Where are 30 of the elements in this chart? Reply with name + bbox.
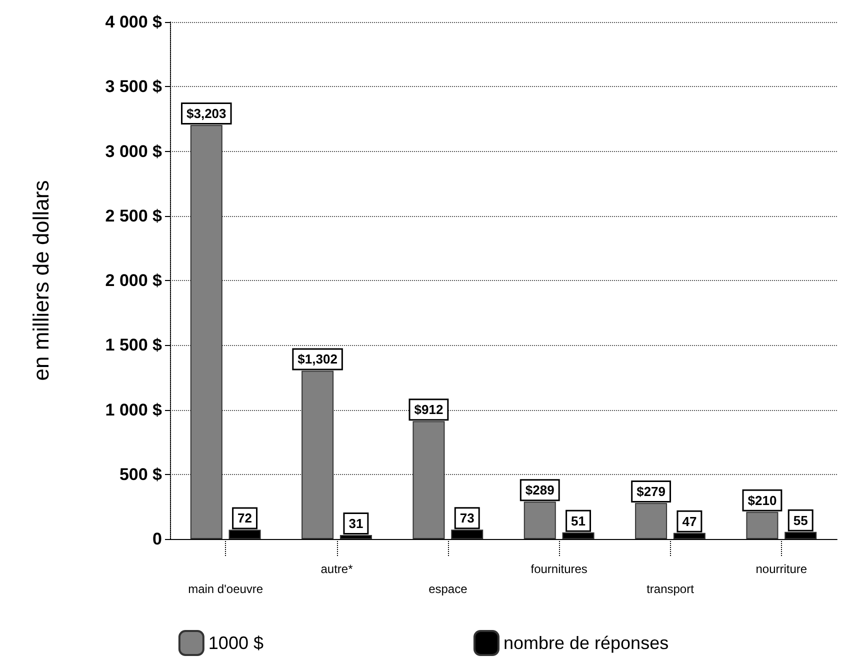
y-tick-label: 0 [152,530,162,548]
data-label: $289 [525,482,554,498]
data-label: $912 [414,402,444,418]
y-axis-title: en milliers de dollars [28,180,54,381]
y-tick-label: 2 500 $ [105,206,163,226]
data-label: 73 [460,510,474,526]
y-tick-label: 3 000 $ [105,142,163,161]
data-label: $210 [748,492,777,508]
x-tick-label: main d'oeuvre [188,582,264,596]
x-tick-label: fournitures [530,562,588,576]
x-tick-label: autre* [320,562,354,576]
x-tick-label: transport [646,582,695,596]
x-tick-label: espace [428,582,468,596]
y-tick-label: 1 500 $ [105,336,163,355]
data-label: 31 [348,516,364,531]
y-tick-label: 500 $ [119,464,163,484]
data-label: $1,302 [298,352,338,367]
data-label: 51 [571,513,586,528]
data-label: $279 [636,484,666,499]
data-label: 47 [682,514,697,529]
legend-label: nombre de réponses [503,633,669,653]
y-tick-label: 1 000 $ [105,400,163,420]
data-label: $3,203 [186,106,226,122]
data-label: 72 [238,510,252,526]
data-label: 55 [793,512,808,528]
x-tick-label: nourriture [756,562,808,576]
y-tick-label: 4 000 $ [105,12,163,32]
legend-label: 1000 $ [208,633,264,653]
y-tick-label: 2 000 $ [105,271,163,290]
y-tick-label: 3 500 $ [105,77,163,96]
